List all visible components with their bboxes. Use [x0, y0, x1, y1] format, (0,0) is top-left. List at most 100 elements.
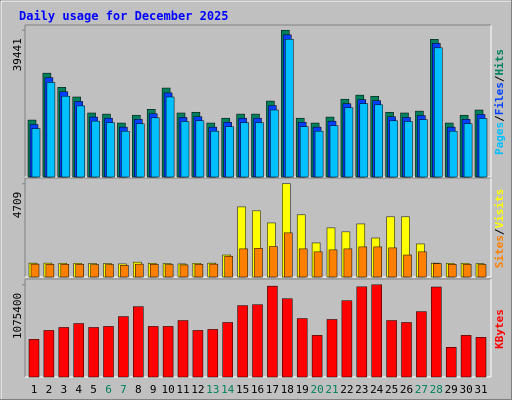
bar: [433, 263, 442, 278]
x-tick-label: 3: [60, 383, 67, 396]
x-tick-label: 21: [325, 383, 338, 396]
bar: [448, 130, 458, 178]
x-tick-label: 7: [120, 383, 127, 396]
bar: [150, 117, 160, 178]
bar: [165, 96, 175, 178]
bar: [224, 255, 233, 278]
x-tick-label: 26: [400, 383, 413, 396]
bar: [30, 263, 40, 278]
x-tick-label: 19: [296, 383, 309, 396]
bar: [58, 327, 70, 378]
x-tick-label: 4: [75, 383, 82, 396]
bar: [269, 246, 278, 278]
x-tick-label: 1: [31, 383, 38, 396]
x-tick-label: 22: [340, 383, 353, 396]
bar: [73, 323, 84, 378]
bar: [343, 248, 353, 278]
x-tick-label: 15: [236, 383, 249, 396]
bar: [60, 264, 70, 278]
bar: [210, 130, 220, 178]
bar: [359, 103, 369, 178]
x-tick-label: 12: [191, 383, 204, 396]
bar: [403, 254, 412, 278]
bar: [371, 284, 382, 378]
bar: [463, 123, 473, 178]
bar: [299, 126, 309, 178]
bar: [162, 326, 174, 378]
bar: [313, 251, 323, 278]
bar: [460, 335, 472, 378]
bar: [240, 122, 249, 178]
bar: [133, 306, 144, 378]
bar: [195, 120, 205, 178]
bar: [222, 322, 233, 378]
bar: [225, 126, 234, 178]
bar: [419, 119, 428, 178]
bar: [270, 109, 279, 178]
bar: [31, 128, 41, 178]
x-tick-label: 14: [221, 383, 235, 396]
bar: [120, 265, 129, 278]
bar: [194, 264, 204, 278]
bar: [28, 339, 40, 378]
bar: [285, 39, 294, 178]
y-tick-label: 39441: [11, 38, 24, 71]
legend: Sites/Visits: [493, 189, 506, 269]
bar: [374, 104, 383, 178]
x-tick-label: 5: [90, 383, 97, 396]
bar: [401, 322, 412, 378]
legend-entry: Files: [493, 82, 506, 115]
bar: [416, 311, 427, 378]
x-tick-label: 29: [445, 383, 458, 396]
bar: [386, 320, 397, 378]
bar: [237, 305, 248, 378]
x-tick-label: 17: [266, 383, 279, 396]
x-tick-label: 11: [176, 383, 189, 396]
bar: [180, 121, 190, 178]
legend-separator: /: [493, 75, 506, 82]
bar: [45, 264, 55, 278]
bar: [255, 122, 264, 178]
bar: [344, 107, 354, 178]
bar: [105, 264, 114, 278]
bar: [418, 251, 427, 278]
bar: [177, 320, 189, 378]
bar: [61, 95, 71, 178]
legend-entry: Pages: [493, 122, 506, 155]
legend-entry: KBytes: [493, 309, 506, 349]
x-tick-label: 27: [415, 383, 428, 396]
legend-separator: /: [493, 115, 506, 122]
x-tick-label: 9: [150, 383, 157, 396]
bar: [121, 130, 130, 178]
bar: [326, 319, 338, 378]
bar: [118, 316, 129, 378]
x-tick-label: 24: [370, 383, 384, 396]
bar: [91, 120, 100, 178]
bar: [76, 105, 85, 178]
legend-entry: Visits: [493, 189, 506, 229]
bar: [356, 286, 368, 378]
bar: [88, 327, 99, 378]
legend-entry: Sites: [493, 235, 506, 268]
bar: [389, 120, 398, 178]
bar: [388, 247, 397, 278]
bar: [254, 248, 263, 278]
bar: [445, 347, 457, 378]
bar: [311, 335, 323, 378]
x-tick-label: 23: [355, 383, 368, 396]
bar: [239, 248, 248, 278]
bar: [341, 300, 353, 378]
bar: [478, 118, 488, 178]
x-tick-label: 30: [459, 383, 472, 396]
bar: [462, 264, 472, 278]
bar: [179, 264, 189, 278]
bar: [431, 286, 442, 378]
x-tick-label: 10: [161, 383, 174, 396]
bar: [149, 264, 159, 278]
bar: [147, 326, 159, 378]
bar: [296, 318, 308, 378]
y-tick-label: 1075400: [11, 293, 24, 339]
bar: [90, 264, 99, 278]
bar: [136, 123, 145, 178]
bar: [404, 121, 413, 178]
